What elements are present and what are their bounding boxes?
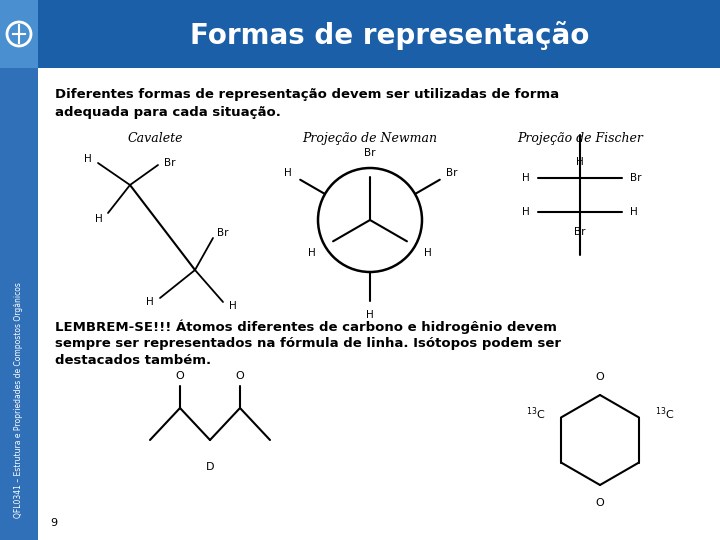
- Text: Br: Br: [364, 148, 376, 158]
- Text: Br: Br: [446, 168, 458, 178]
- Text: O: O: [176, 371, 184, 381]
- Text: sempre ser representados na fórmula de linha. Isótopos podem ser: sempre ser representados na fórmula de l…: [55, 337, 561, 350]
- Text: H: H: [146, 297, 154, 307]
- Text: H: H: [229, 301, 237, 311]
- Text: Br: Br: [217, 228, 228, 238]
- Text: H: H: [84, 154, 92, 164]
- Text: $^{13}$C: $^{13}$C: [655, 405, 675, 422]
- Text: Formas de representação: Formas de representação: [190, 22, 590, 51]
- Text: 9: 9: [50, 518, 57, 528]
- Text: H: H: [308, 248, 316, 258]
- Text: H: H: [522, 207, 530, 217]
- Text: H: H: [95, 214, 103, 224]
- Text: O: O: [595, 372, 604, 382]
- Text: H: H: [284, 168, 292, 178]
- Text: H: H: [522, 173, 530, 183]
- Text: H: H: [424, 248, 431, 258]
- Text: destacados também.: destacados também.: [55, 354, 211, 367]
- Bar: [0, 0, 38, 68]
- Text: H: H: [366, 309, 374, 320]
- Text: Diferentes formas de representação devem ser utilizadas de forma: Diferentes formas de representação devem…: [55, 88, 559, 101]
- Text: D: D: [206, 462, 215, 472]
- Text: Br: Br: [164, 158, 176, 168]
- Bar: [0, 0, 720, 68]
- Text: O: O: [235, 371, 244, 381]
- Text: LEMBREM-SE!!! Átomos diferentes de carbono e hidrogênio devem: LEMBREM-SE!!! Átomos diferentes de carbo…: [55, 320, 557, 334]
- Text: Projeção de Newman: Projeção de Newman: [302, 132, 438, 145]
- Text: H: H: [630, 207, 638, 217]
- Text: H: H: [576, 157, 584, 167]
- Text: QFL0341 – Estrutura e Propriedades de Compostos Orgânicos: QFL0341 – Estrutura e Propriedades de Co…: [14, 282, 24, 518]
- Text: Br: Br: [630, 173, 642, 183]
- Text: Projeção de Fischer: Projeção de Fischer: [517, 132, 643, 145]
- Text: Br: Br: [575, 227, 586, 237]
- Text: O: O: [595, 498, 604, 508]
- Text: $^{13}$C: $^{13}$C: [526, 405, 545, 422]
- Text: Cavalete: Cavalete: [127, 132, 183, 145]
- Text: adequada para cada situação.: adequada para cada situação.: [55, 106, 281, 119]
- Bar: [0, 0, 38, 540]
